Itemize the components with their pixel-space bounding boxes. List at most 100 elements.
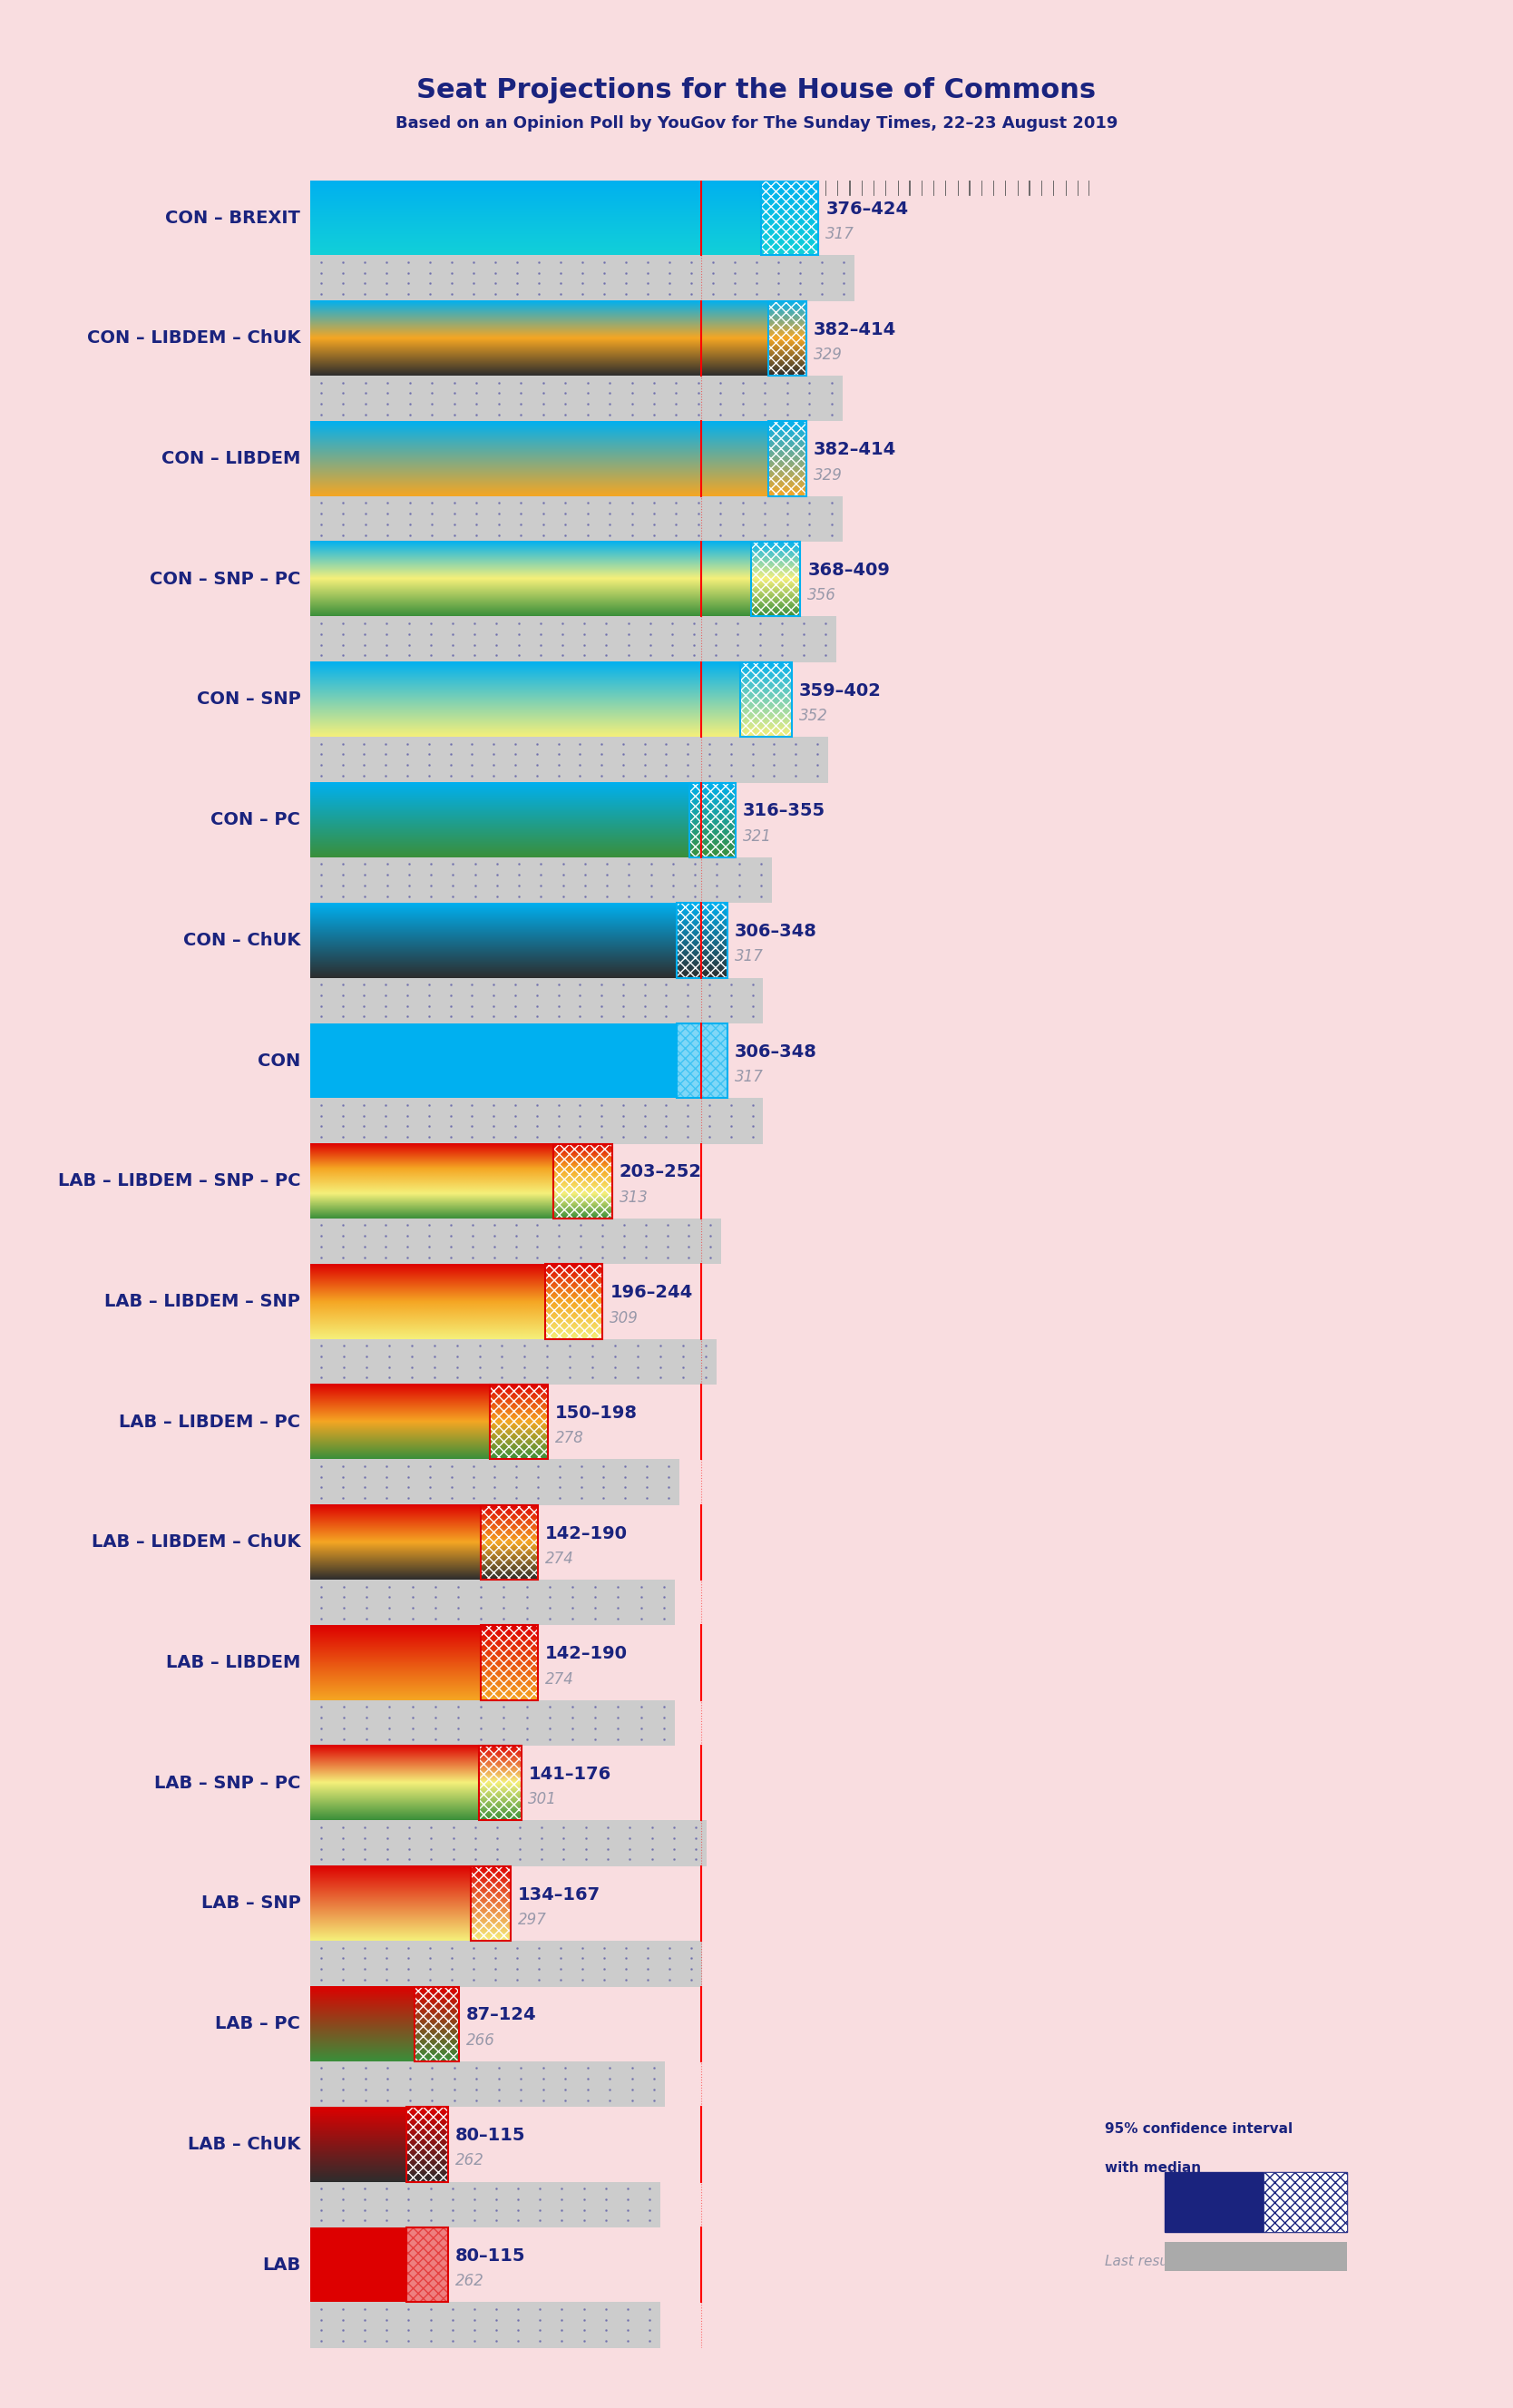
Text: 306–348: 306–348 [734,922,817,939]
Bar [405,2227,448,2302]
Bar [554,1144,613,1218]
Text: 266: 266 [466,2032,495,2049]
FancyBboxPatch shape [310,1580,675,1625]
Text: 95% confidence interval: 95% confidence interval [1104,2121,1292,2136]
Bar [310,2227,405,2302]
FancyBboxPatch shape [310,1820,707,1866]
Bar [415,1987,458,2061]
Text: LAB – LIBDEM – SNP – PC: LAB – LIBDEM – SNP – PC [57,1173,301,1190]
FancyBboxPatch shape [310,1218,722,1264]
Bar [471,1866,510,1941]
Bar [769,421,806,496]
Text: 329: 329 [814,347,843,364]
Bar [481,1505,539,1580]
Text: 80–115: 80–115 [455,2247,525,2264]
Text: LAB – LIBDEM – PC: LAB – LIBDEM – PC [120,1413,301,1430]
Text: CON: CON [257,1052,301,1069]
Text: Seat Projections for the House of Commons: Seat Projections for the House of Common… [416,77,1097,104]
Text: 317: 317 [734,949,764,966]
Text: 306–348: 306–348 [734,1043,817,1060]
Bar [740,662,793,737]
Text: 321: 321 [743,828,772,845]
Text: LAB: LAB [262,2256,301,2273]
Text: 80–115: 80–115 [455,2126,525,2143]
Bar [740,662,793,737]
Bar [405,2227,448,2302]
Text: LAB – SNP: LAB – SNP [201,1895,301,1912]
Bar [471,1866,510,1941]
Bar [545,1264,602,1339]
Text: 262: 262 [455,2153,484,2170]
FancyBboxPatch shape [310,1098,763,1144]
Text: 317: 317 [734,1069,764,1086]
Bar [405,2107,448,2182]
Bar [676,1023,728,1098]
FancyBboxPatch shape [310,616,837,662]
FancyBboxPatch shape [310,255,855,301]
FancyBboxPatch shape [310,1700,675,1746]
FancyBboxPatch shape [310,496,843,542]
Text: LAB – LIBDEM: LAB – LIBDEM [166,1654,301,1671]
Bar [676,1023,728,1098]
Bar [752,542,800,616]
Text: LAB – LIBDEM – ChUK: LAB – LIBDEM – ChUK [91,1534,301,1551]
Text: with median: with median [1104,2160,1201,2174]
Bar [405,2107,448,2182]
Text: 142–190: 142–190 [545,1645,628,1662]
Text: 142–190: 142–190 [545,1524,628,1541]
Text: 87–124: 87–124 [466,2006,537,2023]
Bar [481,1505,539,1580]
FancyBboxPatch shape [310,1459,679,1505]
Text: 317: 317 [826,226,855,243]
Text: 301: 301 [528,1792,557,1808]
FancyBboxPatch shape [310,1339,717,1385]
Bar [676,903,728,978]
Bar [676,903,728,978]
Text: 141–176: 141–176 [528,1765,611,1782]
Text: 316–355: 316–355 [743,802,826,819]
Text: 368–409: 368–409 [808,561,890,578]
Text: CON – SNP – PC: CON – SNP – PC [150,571,301,588]
Text: 274: 274 [545,1551,573,1568]
Text: CON – ChUK: CON – ChUK [183,932,301,949]
Bar [545,1264,602,1339]
Bar [769,421,806,496]
Text: 278: 278 [555,1430,584,1447]
Bar [480,1746,520,1820]
Text: 309: 309 [610,1310,638,1327]
Bar [761,181,819,255]
FancyBboxPatch shape [310,2061,666,2107]
Bar [554,1144,613,1218]
Bar [688,783,735,857]
Text: LAB – SNP – PC: LAB – SNP – PC [154,1775,301,1792]
Bar [752,542,800,616]
Text: Based on an Opinion Poll by YouGov for The Sunday Times, 22–23 August 2019: Based on an Opinion Poll by YouGov for T… [395,116,1118,132]
FancyBboxPatch shape [310,737,828,783]
Text: 382–414: 382–414 [814,441,896,458]
Bar [405,2227,448,2302]
Text: 352: 352 [799,708,828,725]
Text: 297: 297 [517,1912,546,1929]
Text: 329: 329 [814,467,843,484]
Bar [490,1385,548,1459]
FancyBboxPatch shape [310,1941,702,1987]
Bar [480,1746,520,1820]
Bar [761,181,819,255]
Text: 356: 356 [808,588,837,604]
Bar [769,301,806,376]
Text: 359–402: 359–402 [799,681,882,698]
Text: CON – PC: CON – PC [210,811,301,828]
Text: 376–424: 376–424 [826,200,908,217]
Text: LAB – PC: LAB – PC [215,2015,301,2032]
Text: CON – BREXIT: CON – BREXIT [165,209,301,226]
Text: Last result: Last result [1104,2254,1177,2268]
Bar [415,1987,458,2061]
Text: CON – SNP: CON – SNP [197,691,301,708]
Bar [481,1625,539,1700]
Bar [490,1385,548,1459]
FancyBboxPatch shape [310,2302,660,2348]
FancyBboxPatch shape [310,978,763,1023]
Text: 313: 313 [619,1190,649,1206]
Text: 134–167: 134–167 [517,1885,601,1902]
Bar [688,783,735,857]
